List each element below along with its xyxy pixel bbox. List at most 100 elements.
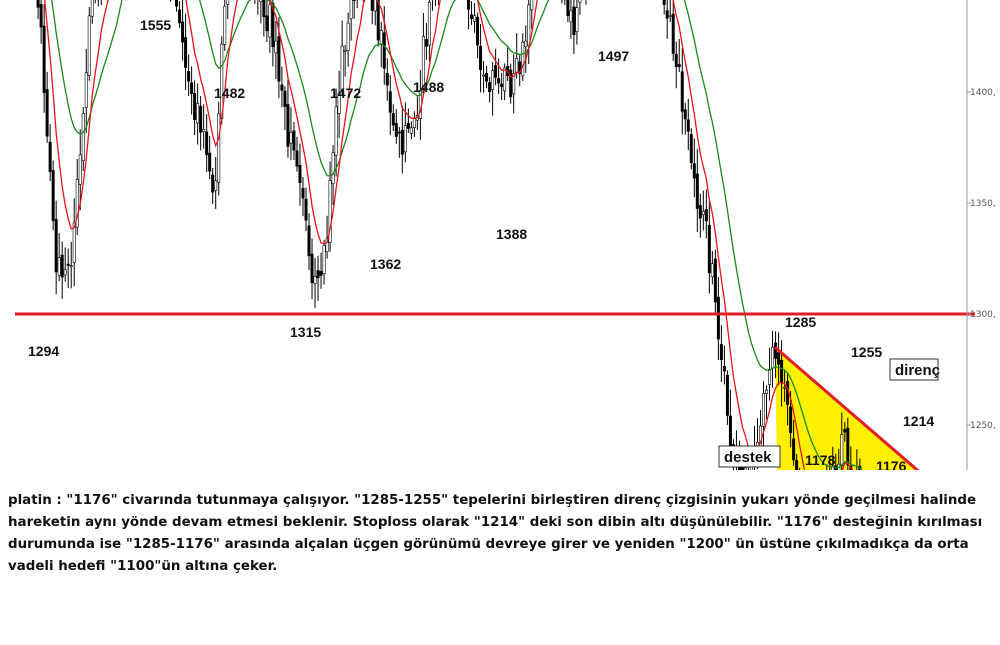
candle-body xyxy=(42,25,46,93)
candle-body xyxy=(500,83,504,88)
candle-body xyxy=(337,93,341,114)
candle-body xyxy=(304,198,308,221)
candle-body xyxy=(205,131,209,156)
candle-body xyxy=(677,64,681,68)
candle-body xyxy=(762,393,766,427)
candle-body xyxy=(283,90,287,107)
candle-body xyxy=(75,179,79,228)
candle-body xyxy=(66,263,70,266)
y-tick-label: 1350, xyxy=(970,199,996,209)
candle-body xyxy=(69,265,73,267)
candle-body xyxy=(289,132,293,144)
candlestick-series xyxy=(36,0,862,470)
candle-body xyxy=(274,40,278,54)
candle-body xyxy=(524,40,528,48)
candle-body xyxy=(379,30,383,45)
candle-body xyxy=(485,73,489,82)
candle-body xyxy=(298,165,302,184)
candle-body xyxy=(668,15,672,17)
candle-body xyxy=(497,78,501,84)
y-axis-ticks: 1550,1500,1450,1400,1350,1300,1250,1200, xyxy=(967,88,996,431)
y-tick-label: 1300, xyxy=(970,310,996,320)
candle-body xyxy=(316,270,320,279)
candle-body xyxy=(322,245,326,275)
candle-body xyxy=(831,465,835,470)
candle-body xyxy=(78,154,82,185)
price-label-1255: 1255 xyxy=(851,344,882,360)
candle-body xyxy=(518,61,522,74)
candle-body xyxy=(45,89,49,137)
candle-body xyxy=(840,434,844,467)
candle-body xyxy=(376,0,380,41)
price-labels: 1555 1482 1472 1488 1497 1362 1388 1315 1294 1285… xyxy=(28,17,934,470)
candle-body xyxy=(223,5,227,45)
candle-body xyxy=(713,258,717,303)
candle-body xyxy=(265,15,269,32)
candle-body xyxy=(370,0,374,11)
candle-body xyxy=(719,344,723,360)
candle-body xyxy=(181,21,185,43)
y-tick-label: 1250, xyxy=(970,421,996,431)
price-label-1315: 1315 xyxy=(290,324,321,340)
candle-body xyxy=(199,105,203,133)
candle-body xyxy=(382,32,386,69)
candle-body xyxy=(394,122,398,137)
price-label-1488: 1488 xyxy=(413,79,444,95)
candle-body xyxy=(777,352,781,365)
candle-body xyxy=(792,438,796,461)
candle-body xyxy=(340,45,344,91)
candle-body xyxy=(60,254,64,278)
candle-body xyxy=(295,150,299,167)
candle-body xyxy=(373,0,377,12)
candle-body xyxy=(193,92,197,120)
price-label-1178: 1178 xyxy=(805,452,836,468)
candle-body xyxy=(262,0,266,18)
candle-body xyxy=(385,72,389,86)
candle-body xyxy=(214,180,218,191)
candle-body xyxy=(259,0,263,3)
candle-body xyxy=(54,218,58,273)
candle-body xyxy=(789,406,793,434)
candle-body xyxy=(292,130,296,151)
candle-body xyxy=(680,71,684,112)
candle-body xyxy=(406,122,410,129)
y-tick-label: 1400, xyxy=(970,88,996,98)
direnc-label-box: direnç xyxy=(889,358,940,381)
candle-body xyxy=(328,180,332,243)
candle-body xyxy=(728,415,732,447)
candle-body xyxy=(843,429,847,433)
price-label-1388: 1388 xyxy=(496,226,527,242)
candle-body xyxy=(81,112,85,162)
candle-body xyxy=(491,70,495,90)
candle-body xyxy=(473,15,477,22)
candle-body xyxy=(704,209,708,222)
candle-body xyxy=(226,0,230,5)
candle-body xyxy=(743,467,747,470)
price-label-1285: 1285 xyxy=(785,314,816,330)
candle-body xyxy=(515,58,519,73)
candle-body xyxy=(271,3,275,48)
candle-body xyxy=(427,2,431,46)
candle-body xyxy=(701,210,705,216)
candle-body xyxy=(412,118,416,128)
candle-body xyxy=(710,263,714,278)
candle-body xyxy=(521,41,525,77)
candle-body xyxy=(689,134,693,163)
candle-body xyxy=(286,104,290,147)
candle-body xyxy=(280,84,284,91)
candle-body xyxy=(184,37,188,68)
candle-body xyxy=(334,106,338,156)
price-label-1176: 1176 xyxy=(876,458,907,470)
price-label-1555: 1555 xyxy=(140,17,171,33)
candle-body xyxy=(503,67,507,92)
candle-body xyxy=(725,375,729,416)
candle-body xyxy=(722,366,726,372)
candle-body xyxy=(569,10,573,23)
candle-body xyxy=(530,0,534,11)
candle-body xyxy=(488,82,492,93)
price-label-1362: 1362 xyxy=(370,256,401,272)
candle-body xyxy=(388,91,392,113)
candle-body xyxy=(84,72,88,108)
candle-body xyxy=(692,163,696,179)
candle-body xyxy=(190,82,194,94)
